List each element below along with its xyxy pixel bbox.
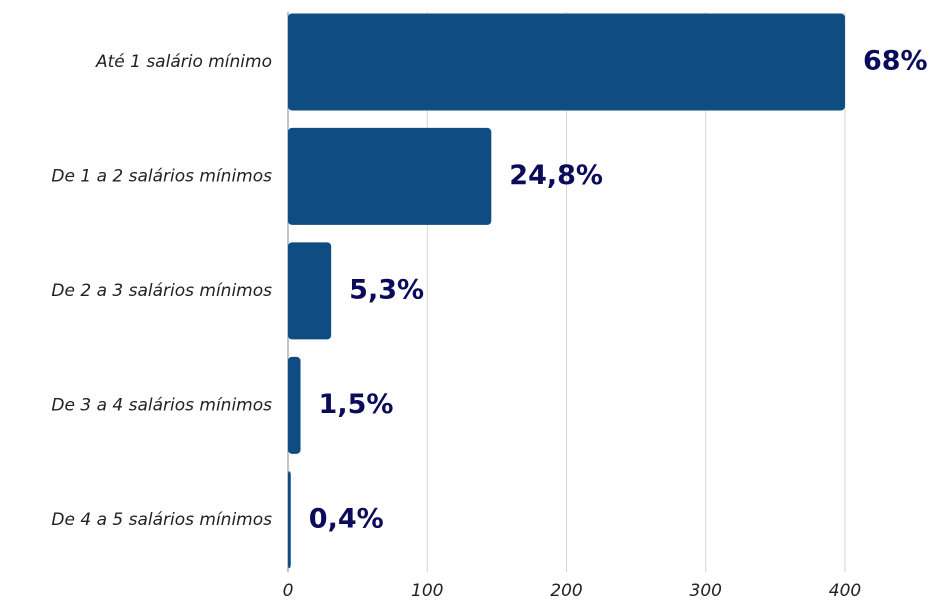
y-tick-label: De 3 a 4 salários mínimos [51,395,272,415]
x-tick-label: 400 [829,581,861,601]
y-tick-label: Até 1 salário mínimo [95,52,272,72]
bar [288,127,492,225]
bar [288,471,291,569]
bar [288,13,845,111]
y-tick-label: De 1 a 2 salários mínimos [51,166,272,186]
x-tick-label: 300 [690,581,722,601]
x-tick-label: 0 [283,581,294,601]
value-label: 0,4% [309,503,384,534]
bar [288,242,332,340]
value-label: 24,8% [509,160,603,191]
value-label: 5,3% [349,274,424,305]
value-label: 68% [863,45,928,76]
x-tick-label: 200 [550,581,582,601]
x-tick-label: 100 [411,581,443,601]
bar [288,356,301,454]
y-tick-label: De 4 a 5 salários mínimos [51,510,272,530]
y-tick-label: De 2 a 3 salários mínimos [51,281,272,301]
value-label: 1,5% [319,389,394,420]
